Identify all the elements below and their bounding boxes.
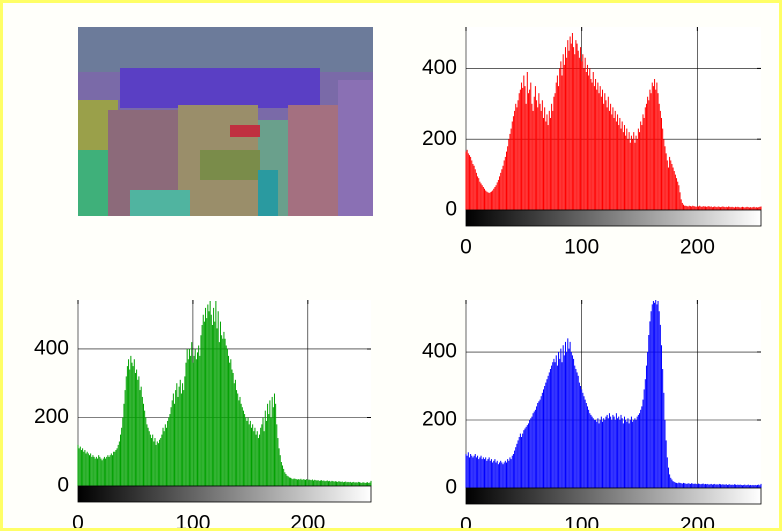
x-tick-label: 0 [460,236,472,259]
x-tick-label: 200 [680,236,715,259]
intensity-bar [465,209,762,227]
x-tick-label: 100 [564,514,599,528]
y-tick-label: 200 [422,127,457,150]
figure-canvas: 0 200 400 0 100 200 0 200 400 0 100 200 0 200 400 0 100 2… [34,27,762,528]
y-tick-label: 0 [57,474,69,497]
plot-area [78,300,371,486]
x-tick-label: 0 [72,512,84,528]
histogram-bars [77,301,372,486]
y-tick-label: 200 [34,405,69,428]
plot-area [466,300,761,488]
y-tick-label: 400 [34,337,69,360]
plot-area [466,27,761,210]
y-tick-label: 400 [422,340,457,363]
histogram-bars [465,300,762,488]
histogram-bars [465,33,762,210]
x-tick-label: 200 [680,514,715,528]
intensity-bar [77,485,372,503]
intensity-bar [465,487,762,505]
y-tick-label: 0 [445,198,457,221]
x-tick-label: 100 [564,236,599,259]
x-tick-label: 0 [460,514,472,528]
y-tick-label: 200 [422,408,457,431]
y-tick-label: 400 [422,56,457,79]
x-tick-label: 200 [290,512,325,528]
x-tick-label: 100 [175,512,210,528]
y-tick-label: 0 [445,476,457,499]
photo [78,27,373,216]
